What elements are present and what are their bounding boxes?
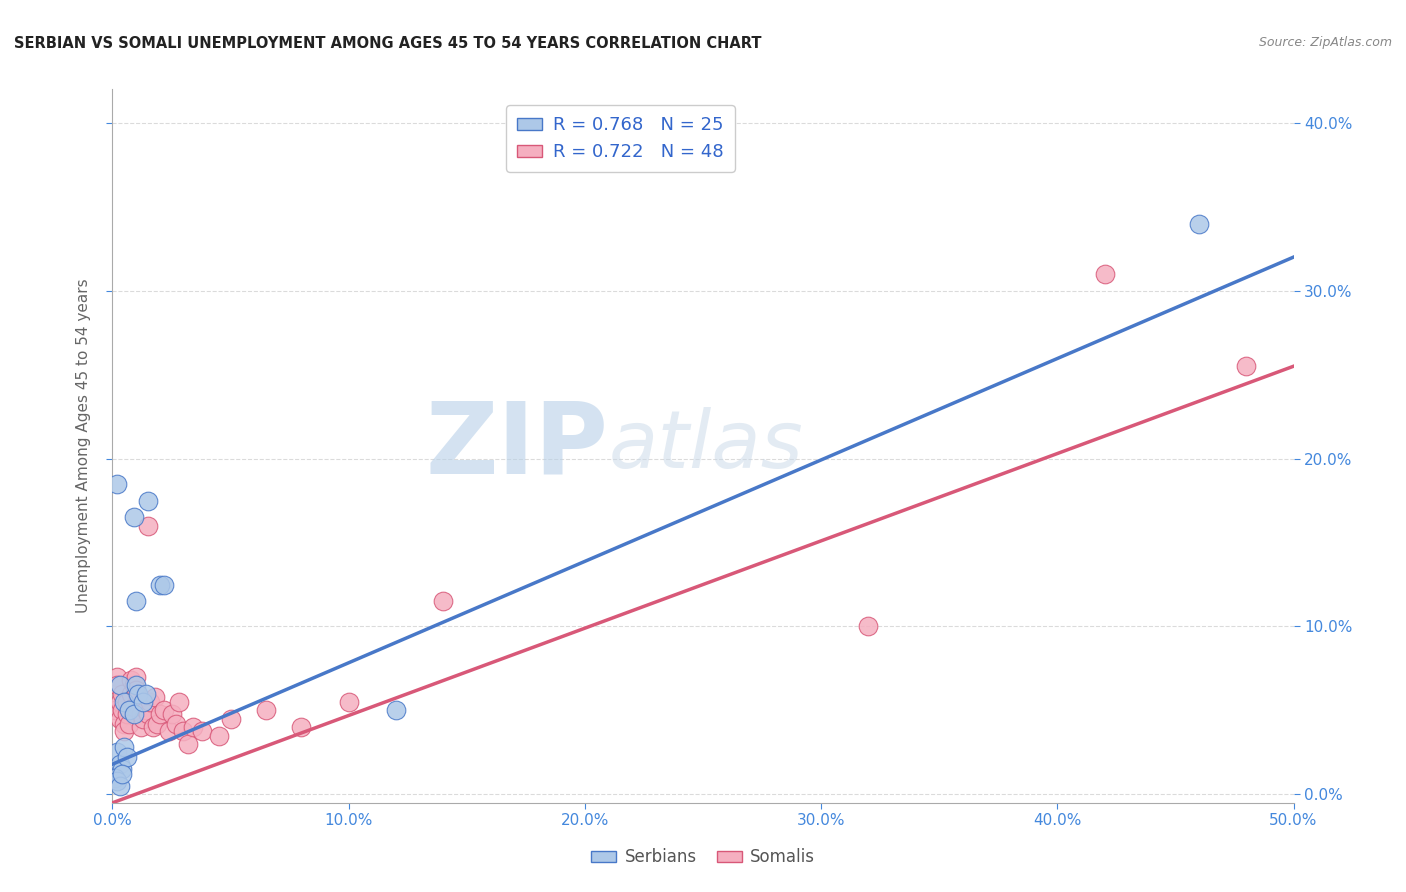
Point xyxy=(127,690,149,704)
Point xyxy=(125,678,148,692)
Point xyxy=(136,493,159,508)
Point xyxy=(112,723,135,738)
Legend: Serbians, Somalis: Serbians, Somalis xyxy=(585,842,821,873)
Point xyxy=(122,678,145,692)
Point xyxy=(157,723,180,738)
Point xyxy=(111,767,134,781)
Point xyxy=(108,695,131,709)
Point xyxy=(115,750,138,764)
Point xyxy=(153,703,176,717)
Point xyxy=(125,670,148,684)
Point xyxy=(120,687,142,701)
Point xyxy=(254,703,277,717)
Point xyxy=(122,700,145,714)
Point xyxy=(105,774,128,789)
Point xyxy=(160,706,183,721)
Point xyxy=(135,703,157,717)
Point xyxy=(143,690,166,704)
Point xyxy=(146,717,169,731)
Point xyxy=(105,476,128,491)
Point xyxy=(135,687,157,701)
Point xyxy=(111,703,134,717)
Point xyxy=(108,712,131,726)
Point xyxy=(125,683,148,698)
Point xyxy=(153,577,176,591)
Point xyxy=(385,703,408,717)
Point xyxy=(108,678,131,692)
Point xyxy=(112,695,135,709)
Point xyxy=(858,619,880,633)
Point xyxy=(167,695,190,709)
Point xyxy=(108,779,131,793)
Point xyxy=(115,695,138,709)
Point xyxy=(149,706,172,721)
Point xyxy=(104,771,127,785)
Text: SERBIAN VS SOMALI UNEMPLOYMENT AMONG AGES 45 TO 54 YEARS CORRELATION CHART: SERBIAN VS SOMALI UNEMPLOYMENT AMONG AGE… xyxy=(14,36,762,51)
Point xyxy=(129,720,152,734)
Point xyxy=(132,695,155,709)
Point xyxy=(191,723,214,738)
Text: atlas: atlas xyxy=(609,407,803,485)
Point xyxy=(125,594,148,608)
Point xyxy=(122,706,145,721)
Point xyxy=(122,510,145,524)
Point xyxy=(290,720,312,734)
Point xyxy=(111,762,134,776)
Point xyxy=(112,717,135,731)
Point xyxy=(105,746,128,760)
Point xyxy=(172,723,194,738)
Point xyxy=(177,737,200,751)
Point xyxy=(105,670,128,684)
Point xyxy=(108,757,131,772)
Point xyxy=(1094,267,1116,281)
Point xyxy=(118,703,141,717)
Y-axis label: Unemployment Among Ages 45 to 54 years: Unemployment Among Ages 45 to 54 years xyxy=(76,278,91,614)
Point xyxy=(127,687,149,701)
Point xyxy=(136,518,159,533)
Point xyxy=(132,712,155,726)
Point xyxy=(337,695,360,709)
Point xyxy=(105,678,128,692)
Point xyxy=(120,673,142,688)
Point xyxy=(181,720,204,734)
Point xyxy=(165,717,187,731)
Point xyxy=(1234,359,1257,374)
Point xyxy=(136,706,159,721)
Point xyxy=(104,703,127,717)
Point xyxy=(111,687,134,701)
Point xyxy=(219,712,242,726)
Point xyxy=(112,740,135,755)
Point xyxy=(142,720,165,734)
Point xyxy=(115,706,138,721)
Text: ZIP: ZIP xyxy=(426,398,609,494)
Point xyxy=(149,577,172,591)
Point xyxy=(139,695,162,709)
Point xyxy=(208,729,231,743)
Point xyxy=(118,717,141,731)
Point xyxy=(129,706,152,721)
Point xyxy=(432,594,454,608)
Text: Source: ZipAtlas.com: Source: ZipAtlas.com xyxy=(1258,36,1392,49)
Point xyxy=(1188,217,1211,231)
